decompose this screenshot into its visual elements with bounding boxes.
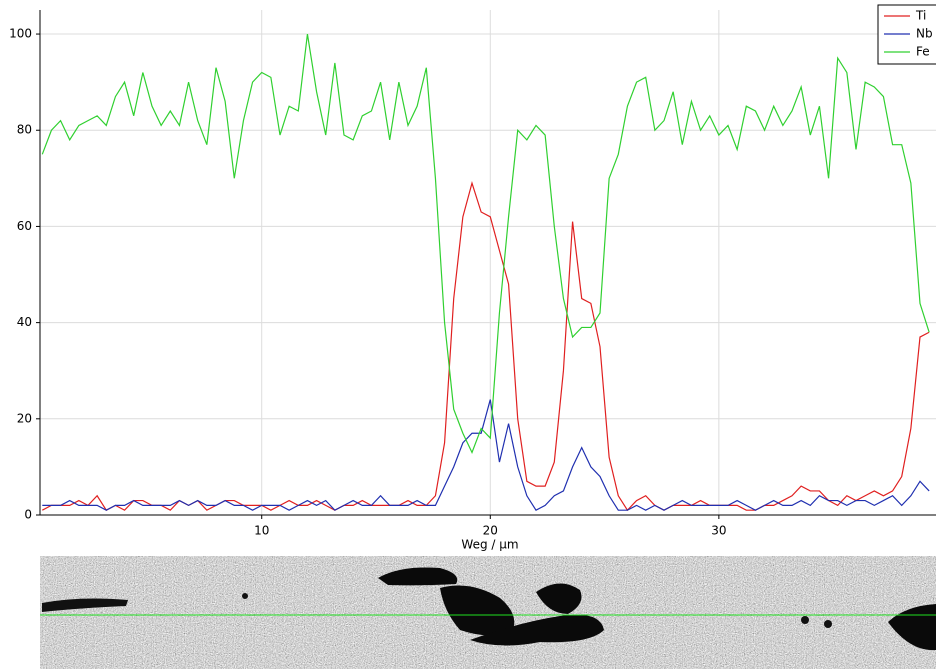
y-tick-label: 0 [24, 508, 32, 522]
legend: Ti Nb Fe [877, 4, 936, 65]
particle [242, 593, 248, 599]
lines-layer [41, 33, 930, 512]
y-tick-label: 80 [17, 123, 32, 137]
data-line [42, 181, 930, 512]
y-tick-label: 100 [9, 27, 32, 41]
y-tick-label: 40 [17, 315, 32, 329]
y-tick-label: 60 [17, 219, 32, 233]
x-tick-label: 10 [254, 524, 269, 538]
particle [378, 567, 458, 586]
axes-layer: 0 20 40 60 80 100 10 20 30 [9, 10, 936, 538]
data-line [42, 399, 930, 511]
particle [470, 614, 604, 646]
particle [536, 583, 582, 614]
legend-label: Fe [916, 45, 930, 59]
particle [440, 585, 515, 636]
particle [801, 616, 809, 624]
x-tick-label: 20 [483, 524, 498, 538]
particle [824, 620, 832, 628]
micrograph [40, 556, 936, 669]
particle [42, 598, 128, 612]
data-line [41, 33, 930, 455]
legend-label: Ti [915, 9, 926, 23]
grid-layer [40, 10, 936, 516]
legend-label: Nb [916, 27, 933, 41]
x-axis-label: Weg / µm [461, 538, 518, 552]
x-tick-label: 30 [711, 524, 726, 538]
y-tick-label: 20 [17, 411, 32, 425]
particle [888, 604, 936, 651]
